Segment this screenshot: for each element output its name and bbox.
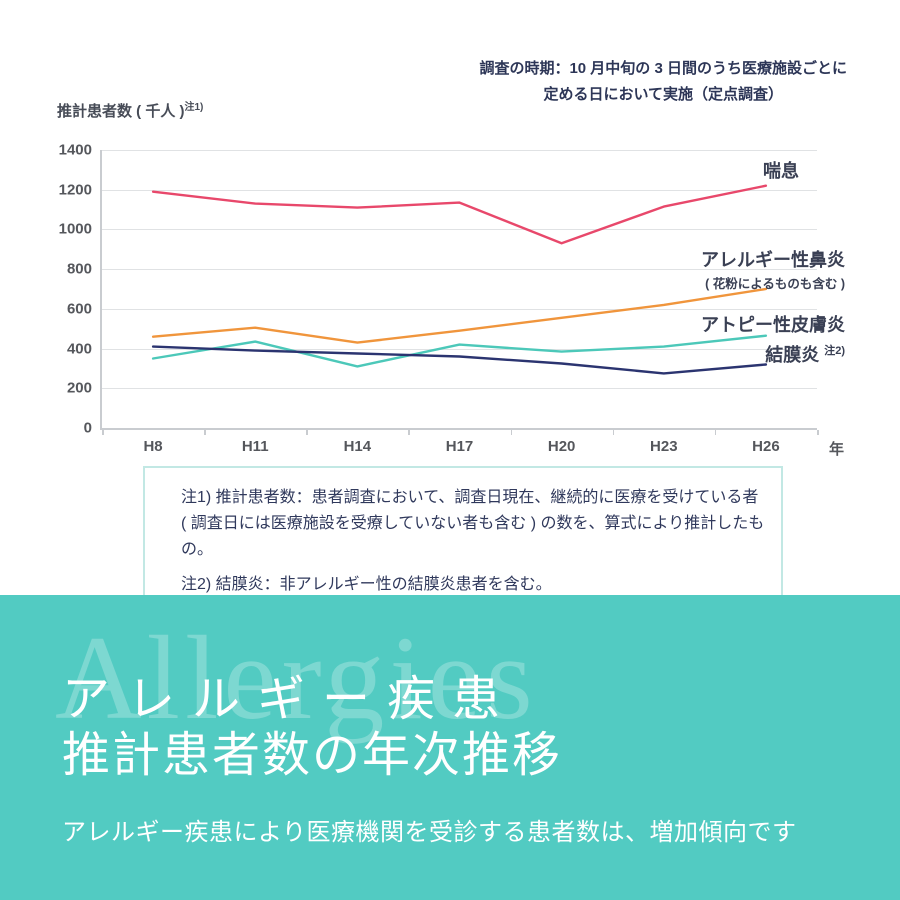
survey-period-line1: 調査の時期：10 月中旬の 3 日間のうち医療施設ごとに [479,60,847,77]
footnotes-box: 注1) 推計患者数：患者調査において、調査日現在、継続的に医療を受けている者 (… [143,466,783,615]
survey-period-line2: 定める日において実施（定点調査） [543,85,783,103]
series-label-allergic-rhinitis: アレルギー性鼻炎 ( 花粉によるものも含む ) [701,246,845,292]
x-tick-mark [817,430,819,435]
x-tick-label-H11: H11 [241,438,269,455]
series-label-atopic-text: アトピー性皮膚炎 [701,315,845,335]
line-chart-plot-area: 0 200 400 600 800 1000 1200 1400 H8 H11 H14 H17 H20 H… [59,142,844,459]
y-tick-label-1400: 1400 [58,141,92,159]
footer-band: Allergies アレルギー疾患 推計患者数の年次推移 アレルギー疾患により医… [0,595,900,900]
x-tick-label-H14: H14 [343,438,372,455]
series-label-conjunctivitis: 結膜炎 注2) [765,341,845,367]
x-tick-mark [408,430,410,435]
chart-lines-svg [151,184,768,375]
series-label-asthma: 喘息 [763,157,799,183]
y-tick-label-600: 600 [66,300,92,318]
y-tick-label-0: 0 [83,419,92,437]
y-axis-title: 推計患者数 ( 千人 )注1) [57,98,203,121]
line-series-3 [151,345,768,375]
survey-period-annotation: 調査の時期：10 月中旬の 3 日間のうち医療施設ごとに 定める日において実施（… [479,56,847,107]
y-tick-label-1200: 1200 [58,181,92,199]
page-title-line1: アレルギー疾患 [62,673,518,726]
gridline-y-800 [102,269,817,271]
x-tick-label-H26: H26 [752,438,780,455]
x-tick-label-H20: H20 [547,438,576,455]
footnote-2: 注2) 結膜炎：非アレルギー性の結膜炎患者を含む。 [181,575,552,593]
page-title-line2: 推計患者数の年次推移 [62,729,563,782]
series-label-rhinitis-sublabel: ( 花粉によるものも含む ) [705,277,845,291]
line-series-0 [151,184,768,245]
gridline-y-600 [102,308,817,310]
x-tick-mark [714,430,717,435]
gridline-y-1400 [102,150,817,151]
series-label-rhinitis-text: アレルギー性鼻炎 [701,250,845,270]
y-tick-label-200: 200 [66,379,92,397]
x-tick-label-H17: H17 [445,438,474,455]
page-subtitle: アレルギー疾患により医療機関を受診する患者数は、増加傾向です [62,820,797,846]
gridline-y-1000 [102,229,817,231]
footnote-1-line2: ( 調査日には医療施設を受療していない者も含む ) の数を、算式により推計したも… [181,514,765,558]
x-tick-mark [306,430,308,435]
x-tick-label-H8: H8 [143,438,163,455]
gridline-y-1200 [102,189,817,191]
line-series-2 [151,334,768,368]
y-tick-label-800: 800 [66,260,92,278]
series-label-atopic-dermatitis: アトピー性皮膚炎 [701,311,845,337]
x-tick-mark [102,430,104,435]
y-tick-label-400: 400 [66,340,92,358]
x-tick-mark [204,430,206,435]
line-series-1 [151,287,768,344]
y-axis-title-note-ref: 注1) [184,102,204,113]
gridline-y-200 [102,388,817,390]
x-axis-unit-label: 年 [829,441,845,458]
series-label-asthma-text: 喘息 [763,161,799,181]
gridline-y-400 [102,348,817,350]
x-tick-label-H23: H23 [650,438,678,455]
x-tick-mark [510,430,513,435]
footnote-1-line1: 注1) 推計患者数：患者調査において、調査日現在、継続的に医療を受けている者 [181,489,759,506]
watermark-text: Allergies [55,611,538,744]
y-tick-label-1000: 1000 [58,220,92,238]
series-label-conjunctivitis-note-ref: 注2) [824,345,845,357]
x-tick-mark [612,430,615,435]
series-label-conjunctivitis-text: 結膜炎 [765,345,820,365]
y-axis-title-text: 推計患者数 ( 千人 ) [57,103,185,120]
